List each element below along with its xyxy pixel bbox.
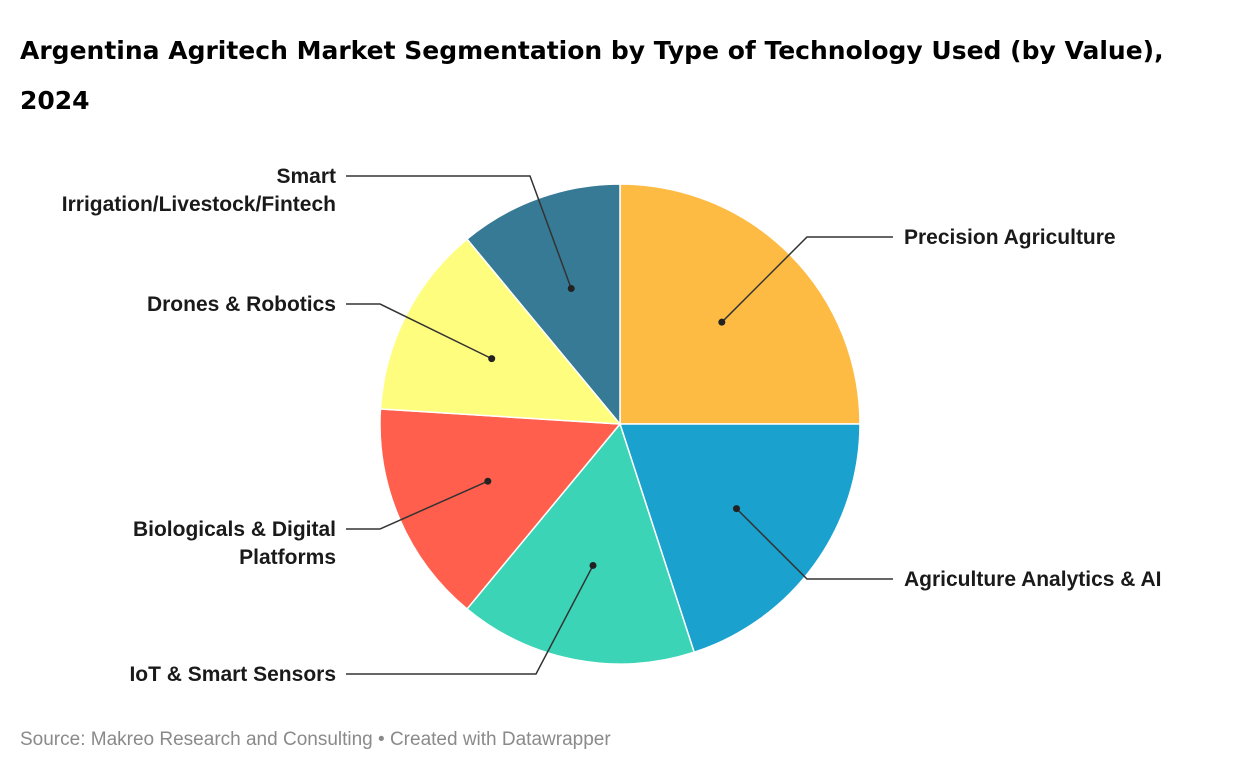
- slice-label-precision-agriculture: Precision Agriculture: [904, 226, 1116, 249]
- leader-dot-drones-robotics: [488, 355, 496, 363]
- pie-slice-iot-smart-sensors[interactable]: [465, 422, 696, 665]
- slice-label-biologicals-digital-platforms: Biologicals & Digital Platforms: [133, 518, 336, 569]
- pie-slice-drones-robotics[interactable]: [379, 238, 622, 425]
- leader-line-agriculture-analytics-ai: [735, 508, 893, 580]
- leader-line-iot-smart-sensors: [346, 565, 594, 675]
- leader-dot-precision-agriculture: [718, 318, 726, 326]
- source-footer: Source: Makreo Research and Consulting •…: [20, 729, 611, 750]
- slice-label-smart-irrigation-livestock-fintech: Smart Irrigation/Livestock/Fintech: [62, 165, 336, 216]
- slice-label-iot-smart-sensors: IoT & Smart Sensors: [129, 663, 336, 686]
- pie-slice-agriculture-analytics-ai[interactable]: [618, 423, 861, 654]
- pie-slice-biologicals-digital-platforms[interactable]: [379, 408, 622, 610]
- slice-label-agriculture-analytics-ai: Agriculture Analytics & AI: [904, 568, 1162, 591]
- leader-dot-agriculture-analytics-ai: [732, 505, 740, 513]
- leader-line-biologicals-digital-platforms: [346, 480, 489, 530]
- leader-dot-biologicals-digital-platforms: [484, 477, 492, 485]
- leader-dot-smart-irrigation-livestock-fintech: [567, 285, 575, 293]
- chart-title: Argentina Agritech Market Segmentation b…: [20, 36, 1164, 115]
- leader-line-precision-agriculture: [721, 236, 893, 323]
- leader-line-smart-irrigation-livestock-fintech: [346, 175, 572, 289]
- leader-line-drones-robotics: [346, 303, 493, 360]
- leader-dot-iot-smart-sensors: [589, 561, 597, 569]
- slice-label-drones-robotics: Drones & Robotics: [147, 293, 336, 316]
